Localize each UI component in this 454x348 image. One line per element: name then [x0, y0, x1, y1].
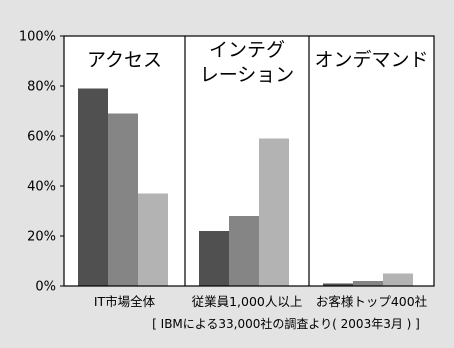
group-title: インテグ: [209, 39, 285, 61]
group-title: アクセス: [87, 49, 162, 71]
y-axis: 0% 20% 40% 60% 80% 100%: [19, 30, 64, 295]
bar: [229, 216, 259, 286]
bar: [323, 283, 353, 286]
divider-layer: [184, 36, 310, 286]
bar: [353, 281, 383, 286]
bar: [383, 273, 413, 286]
bar: [259, 138, 289, 286]
bar: [199, 231, 229, 286]
y-tick-label: 100%: [19, 30, 56, 45]
y-tick-label: 0%: [35, 280, 56, 295]
bar: [138, 193, 168, 286]
bars-layer: [78, 88, 413, 286]
group-title: オンデマンド: [314, 49, 428, 71]
bar: [108, 113, 138, 286]
y-tick-label: 60%: [27, 130, 56, 145]
group-title: レーション: [200, 64, 295, 86]
category-label: 従業員1,000人以上: [192, 294, 303, 309]
bar: [78, 88, 108, 286]
x-axis-labels: IT市場全体 従業員1,000人以上 お客様トップ400社: [94, 294, 427, 309]
category-label: IT市場全体: [94, 294, 156, 309]
plot-frame: [63, 35, 435, 287]
source-note: [ IBMによる33,000社の調査より( 2003年3月 ) ]: [152, 316, 420, 331]
y-tick-label: 80%: [27, 80, 56, 95]
category-label: お客様トップ400社: [316, 294, 427, 309]
y-tick-label: 20%: [27, 230, 56, 245]
y-tick-label: 40%: [27, 180, 56, 195]
